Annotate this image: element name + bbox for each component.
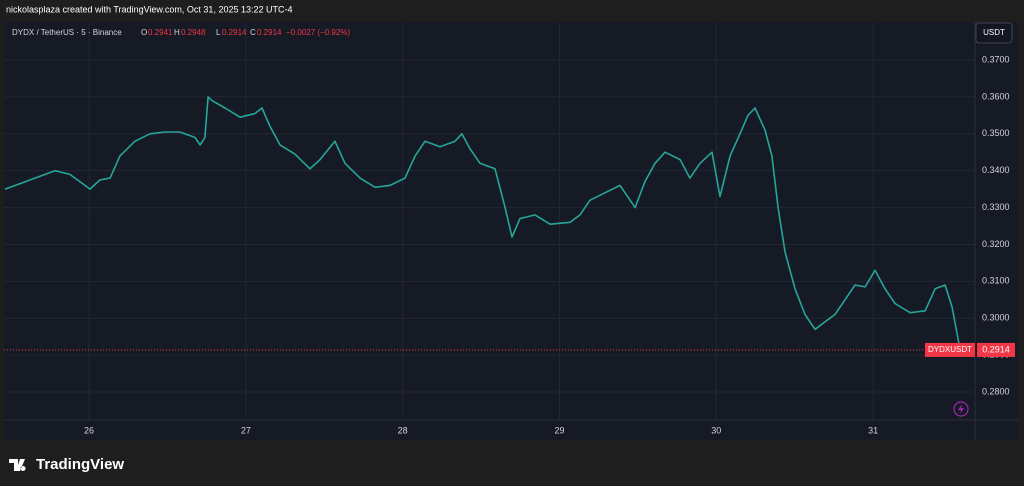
y-tick-label: 0.3500: [982, 128, 1010, 138]
header: nickolasplaza created with TradingView.c…: [6, 4, 292, 14]
alert-icon-bolt: [958, 404, 964, 414]
x-tick-label: 26: [84, 425, 94, 435]
y-tick-label: 0.3600: [982, 91, 1010, 101]
x-tick-label: 29: [554, 425, 564, 435]
y-tick-label: 0.3200: [982, 239, 1010, 249]
currency-button[interactable]: [975, 22, 1013, 44]
l-value: 0.2914: [222, 28, 247, 37]
footer-logo: TradingView: [9, 456, 124, 473]
x-tick-label: 30: [711, 425, 721, 435]
symbol: DYDX / TetherUS · 5 · Binance: [12, 28, 122, 37]
symbol-badge: DYDXUSDT: [928, 345, 972, 354]
price-badge-bg: [977, 342, 1015, 357]
price-line-series: [4, 96, 961, 351]
c-value: 0.2914: [257, 28, 282, 37]
symbol-badge-bg: [925, 342, 975, 357]
y-tick-label: 0.3700: [982, 54, 1010, 64]
l-label: L: [216, 28, 221, 37]
price-badge: 0.2914: [982, 344, 1010, 354]
x-tick-label: 28: [398, 425, 408, 435]
plot: 0.3700 0.3600 0.3500 0.3400 0.3300 0.3200 0.31…: [4, 22, 1018, 440]
y-tick-label: 0.3100: [982, 276, 1010, 286]
logo-icon: [9, 459, 26, 471]
y-tick-label: 0.2800: [982, 386, 1010, 396]
c-label: C: [250, 28, 256, 37]
change: −0.0027 (−0.92%): [286, 28, 350, 37]
x-tick-label: 31: [868, 425, 878, 435]
y-tick-label: 0.3300: [982, 202, 1010, 212]
legend: DYDX / TetherUS · 5 · Binance O 0.2941 H…: [12, 28, 350, 37]
h-label: H: [174, 28, 180, 37]
x-tick-label: 27: [241, 425, 251, 435]
y-tick-label: 0.3400: [982, 165, 1010, 175]
y-tick-label: 0.3000: [982, 313, 1010, 323]
o-value: 0.2941: [148, 28, 173, 37]
o-label: O: [141, 28, 147, 37]
logo-text: TradingView: [36, 456, 124, 473]
h-value: 0.2948: [181, 28, 206, 37]
alert-icon[interactable]: [953, 401, 969, 417]
currency-button-label[interactable]: USDT: [983, 28, 1005, 37]
